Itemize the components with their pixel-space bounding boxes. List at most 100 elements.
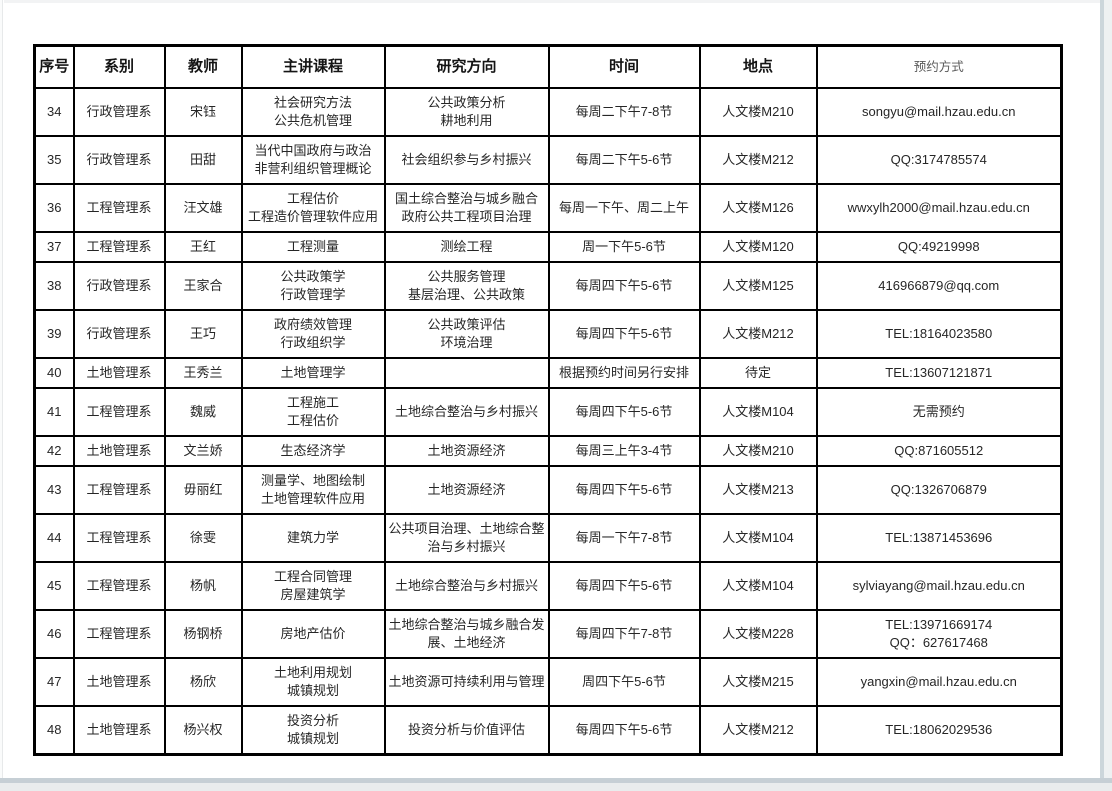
cell-contact: songyu@mail.hzau.edu.cn [815,87,1063,137]
cell-line: 416966879@qq.com [878,278,1000,293]
table-body: 34 行政管理系 宋钰 社会研究方法 公共危机管理 公共政策分析 耕地利用 每周二下午7-8节… [33,87,1063,756]
cell-dept: 土地管理系 [72,705,166,756]
cell-dept: 工程管理系 [72,387,166,437]
cell-teacher: 王家合 [163,261,243,311]
cell-num: 44 [33,513,75,563]
cell-contact: TEL:13607121871 [815,357,1063,389]
cell-teacher: 王秀兰 [163,357,243,389]
cell-dept: 工程管理系 [72,231,166,263]
cell-courses: 测量学、地图绘制 土地管理软件应用 [240,465,386,515]
cell-line: 生态经济学 [280,443,346,458]
cell-line: 公共政策分析 [427,95,506,110]
cell-location: 人文楼M213 [698,465,818,515]
cell-location: 待定 [698,357,818,389]
table-row: 42 土地管理系 文兰娇 生态经济学 土地资源经济 每周三上午3-4节 人文楼M210 QQ:… [33,435,1063,467]
cell-line: sylviayang@mail.hzau.edu.cn [852,578,1025,593]
cell-line: TEL:13871453696 [885,530,993,545]
cell-teacher: 毋丽红 [163,465,243,515]
cell-line: 公共政策学 [280,269,346,284]
cell-contact: yangxin@mail.hzau.edu.cn [815,657,1063,707]
cell-courses: 生态经济学 [240,435,386,467]
cell-line: 建筑力学 [286,530,339,545]
cell-num: 45 [33,561,75,611]
cell-line: 房屋建筑学 [280,587,346,602]
cell-courses: 工程估价 工程造价管理软件应用 [240,183,386,233]
cell-time: 每周二下午7-8节 [547,87,701,137]
cell-location: 人文楼M210 [698,435,818,467]
column-header-time: 时间 [547,44,701,89]
cell-contact: QQ:3174785574 [815,135,1063,185]
cell-line: 行政组织学 [280,335,346,350]
cell-contact: QQ:871605512 [815,435,1063,467]
cell-courses: 公共政策学 行政管理学 [240,261,386,311]
cell-teacher: 宋钰 [163,87,243,137]
cell-line: 工程施工 [286,395,339,410]
cell-teacher: 徐雯 [163,513,243,563]
cell-courses: 房地产估价 [240,609,386,659]
cell-location: 人文楼M125 [698,261,818,311]
cell-line: 测绘工程 [440,239,493,254]
cell-courses: 投资分析 城镇规划 [240,705,386,756]
cell-time: 每周二下午5-6节 [547,135,701,185]
cell-teacher: 杨钢桥 [163,609,243,659]
cell-line: TEL:18164023580 [885,326,993,341]
cell-line: QQ:871605512 [894,443,984,458]
cell-num: 48 [33,705,75,756]
cell-line: TEL:13971669174 [885,617,993,632]
cell-teacher: 王巧 [163,309,243,359]
cell-contact: QQ:1326706879 [815,465,1063,515]
cell-research: 国土综合整治与城乡融合 政府公共工程项目治理 [383,183,550,233]
cell-research: 土地资源可持续利用与管理 [383,657,550,707]
cell-time: 周四下午5-6节 [547,657,701,707]
cell-dept: 土地管理系 [72,657,166,707]
cell-research: 土地资源经济 [383,435,550,467]
cell-location: 人文楼M104 [698,387,818,437]
cell-line: 土地管理软件应用 [260,491,365,506]
teacher-schedule-table: 序号 系别 教师 主讲课程 研究方向 时间 地点 预约方式 34 行政管理系 宋钰 社会研究方法 公共… [33,44,1063,756]
column-header-num: 序号 [33,44,75,89]
cell-line: yangxin@mail.hzau.edu.cn [860,674,1017,689]
cell-line: 政府公共工程项目治理 [401,209,532,224]
cell-research [383,357,550,389]
cell-teacher: 汪文雄 [163,183,243,233]
cell-teacher: 文兰娇 [163,435,243,467]
cell-research: 测绘工程 [383,231,550,263]
cell-time: 每周四下午5-6节 [547,387,701,437]
column-header-contact: 预约方式 [815,44,1063,89]
cell-line: 城镇规划 [286,683,339,698]
cell-line: wwxylh2000@mail.hzau.edu.cn [847,200,1030,215]
table-row: 43 工程管理系 毋丽红 测量学、地图绘制 土地管理软件应用 土地资源经济 每周四下午5-6… [33,465,1063,515]
cell-time: 每周一下午7-8节 [547,513,701,563]
table-row: 40 土地管理系 王秀兰 土地管理学 根据预约时间另行安排 待定 TEL:136071218… [33,357,1063,389]
cell-contact: 无需预约 [815,387,1063,437]
cell-num: 39 [33,309,75,359]
cell-line: 耕地利用 [440,113,493,128]
column-header-research: 研究方向 [383,44,550,89]
cell-research: 公共服务管理 基层治理、公共政策 [383,261,550,311]
cell-contact: wwxylh2000@mail.hzau.edu.cn [815,183,1063,233]
cell-time: 周一下午5-6节 [547,231,701,263]
cell-line: 公共服务管理 [427,269,506,284]
cell-line: 无需预约 [912,404,965,419]
cell-location: 人文楼M104 [698,513,818,563]
cell-dept: 工程管理系 [72,513,166,563]
cell-courses: 土地利用规划 城镇规划 [240,657,386,707]
cell-num: 47 [33,657,75,707]
cell-research: 公共政策分析 耕地利用 [383,87,550,137]
header-row: 序号 系别 教师 主讲课程 研究方向 时间 地点 预约方式 [33,44,1063,89]
cell-courses: 当代中国政府与政治 非营利组织管理概论 [240,135,386,185]
cell-num: 40 [33,357,75,389]
cell-line: 公共项目治理、土地综合整治与乡村振兴 [388,521,545,554]
cell-line: QQ：627617468 [889,635,988,650]
cell-contact: TEL:18164023580 [815,309,1063,359]
cell-dept: 行政管理系 [72,261,166,311]
cell-location: 人文楼M104 [698,561,818,611]
cell-contact: TEL:13971669174 QQ：627617468 [815,609,1063,659]
cell-time: 每周四下午5-6节 [547,465,701,515]
table-row: 47 土地管理系 杨欣 土地利用规划 城镇规划 土地资源可持续利用与管理 周四下午5-6节人… [33,657,1063,707]
cell-research: 公共项目治理、土地综合整治与乡村振兴 [383,513,550,563]
cell-location: 人文楼M228 [698,609,818,659]
cell-line: 当代中国政府与政治 [254,143,372,158]
cell-research: 土地综合整治与乡村振兴 [383,561,550,611]
